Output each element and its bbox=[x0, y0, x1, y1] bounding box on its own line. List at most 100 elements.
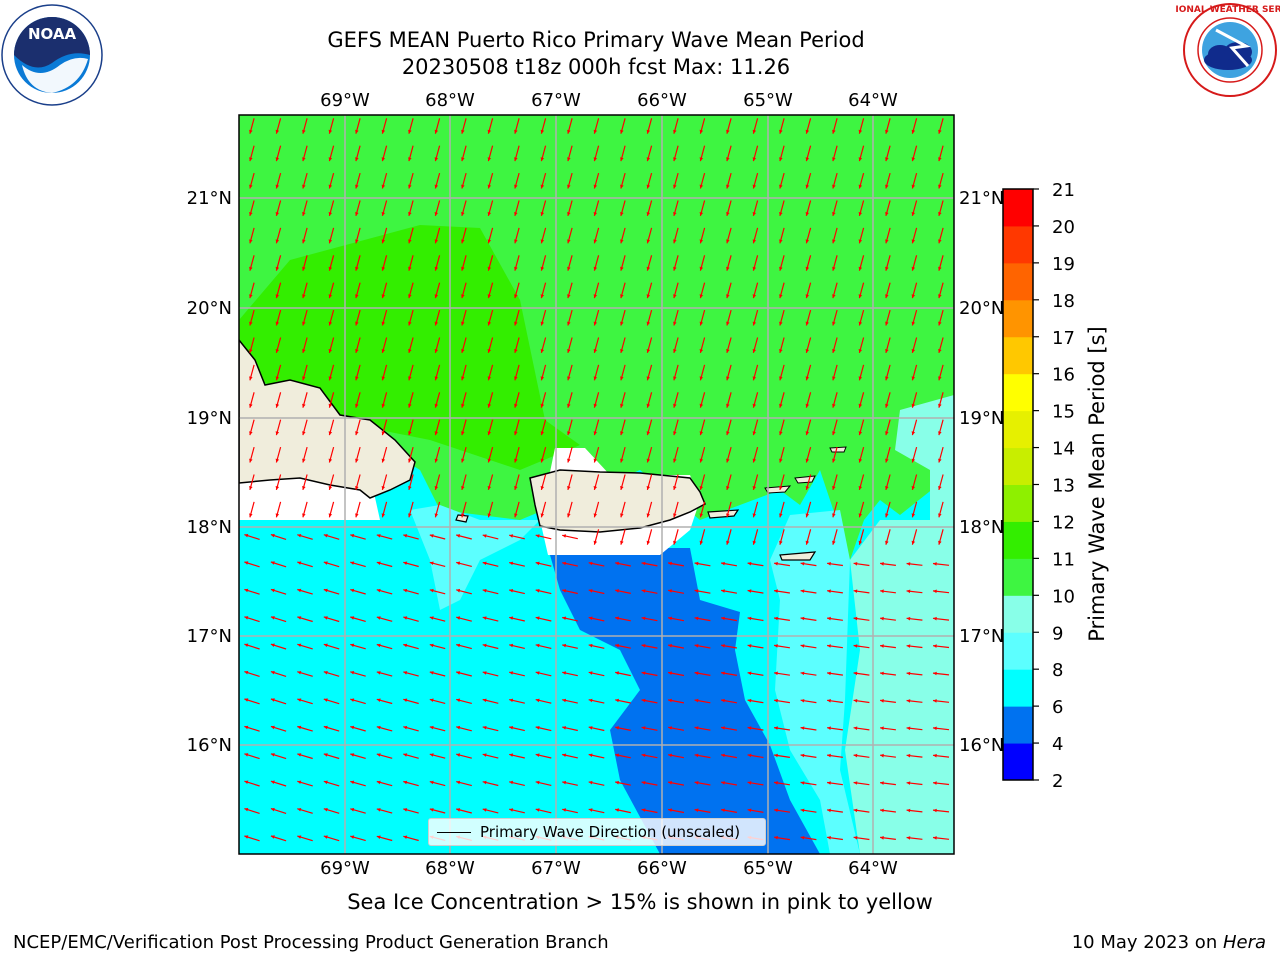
wave-arrowhead bbox=[461, 157, 465, 162]
wave-arrowhead bbox=[540, 266, 545, 271]
wave-arrowhead bbox=[615, 589, 619, 593]
wave-arrowhead bbox=[482, 589, 487, 593]
colorbar-tick-label: 11 bbox=[1052, 549, 1075, 570]
wave-arrowhead bbox=[673, 376, 677, 381]
wave-arrowhead bbox=[933, 589, 937, 594]
wave-arrowhead bbox=[429, 725, 434, 730]
wave-arrowhead bbox=[646, 294, 651, 299]
wave-arrowhead bbox=[408, 403, 412, 408]
wave-arrowhead bbox=[514, 294, 518, 299]
wave-arrowhead bbox=[885, 321, 889, 326]
colorbar-segment bbox=[1003, 484, 1033, 522]
nws-logo: NATIONAL WEATHER SERVICE bbox=[1176, 3, 1280, 97]
wave-arrowhead bbox=[858, 129, 863, 134]
wave-arrowhead bbox=[429, 643, 434, 648]
lon-label-top: 68°W bbox=[425, 90, 475, 111]
wave-arrowhead bbox=[456, 808, 461, 812]
wave-arrowhead bbox=[275, 157, 280, 162]
wave-arrowhead bbox=[933, 699, 937, 703]
wave-arrowhead bbox=[429, 561, 434, 565]
wave-arrowhead bbox=[721, 808, 725, 812]
wave-arrowhead bbox=[853, 616, 858, 621]
wave-arrowhead bbox=[403, 780, 408, 785]
legend-line-swatch bbox=[437, 832, 471, 833]
wave-arrowhead bbox=[752, 486, 757, 490]
wave-arrowhead bbox=[668, 561, 672, 566]
wave-arrowhead bbox=[938, 157, 942, 162]
wave-arrowhead bbox=[434, 458, 439, 463]
wave-arrowhead bbox=[832, 431, 836, 436]
wave-arrowhead bbox=[827, 671, 831, 676]
wave-arrowhead bbox=[805, 212, 810, 216]
wave-arrowhead bbox=[355, 513, 359, 518]
colorbar bbox=[1003, 189, 1033, 781]
wave-arrowhead bbox=[408, 376, 412, 381]
wave-arrowhead bbox=[355, 458, 359, 463]
wave-arrowhead bbox=[858, 321, 863, 326]
wave-arrowhead bbox=[487, 212, 492, 216]
wave-arrowhead bbox=[381, 486, 386, 490]
wave-arrowhead bbox=[429, 698, 434, 702]
wave-arrowhead bbox=[297, 835, 302, 839]
wave-arrowhead bbox=[408, 349, 412, 353]
wave-arrowhead bbox=[774, 835, 778, 840]
wave-arrowhead bbox=[461, 513, 465, 518]
lat-label-left: 16°N bbox=[187, 735, 232, 756]
wave-arrowhead bbox=[540, 403, 545, 408]
wave-arrowhead bbox=[323, 561, 328, 565]
wave-arrowhead bbox=[641, 808, 646, 812]
wave-arrowhead bbox=[726, 129, 730, 134]
colorbar-tick-label: 10 bbox=[1052, 586, 1075, 607]
wave-arrowhead bbox=[461, 239, 465, 244]
wave-arrowhead bbox=[827, 699, 831, 703]
wave-arrowhead bbox=[593, 184, 598, 189]
wave-arrowhead bbox=[641, 726, 646, 730]
wave-arrowhead bbox=[434, 239, 439, 244]
legend-label: Primary Wave Direction (unscaled) bbox=[480, 823, 741, 841]
wave-arrowhead bbox=[540, 184, 545, 189]
wave-arrowhead bbox=[673, 294, 677, 299]
wave-arrowhead bbox=[911, 486, 916, 490]
wave-arrowhead bbox=[408, 157, 412, 162]
wave-arrowhead bbox=[487, 376, 492, 381]
wave-arrowhead bbox=[646, 376, 651, 381]
wave-arrowhead bbox=[328, 212, 333, 216]
wave-arrowhead bbox=[832, 513, 836, 518]
wave-arrowhead bbox=[721, 644, 725, 648]
wave-arrowhead bbox=[668, 726, 672, 730]
wave-arrowhead bbox=[646, 458, 651, 463]
wave-arrowhead bbox=[620, 431, 624, 436]
wave-arrowhead bbox=[694, 671, 699, 675]
wave-arrowhead bbox=[355, 321, 359, 326]
wave-arrowhead bbox=[540, 458, 545, 463]
wave-arrowhead bbox=[827, 753, 831, 758]
wave-arrowhead bbox=[620, 239, 624, 244]
wave-arrowhead bbox=[376, 534, 381, 538]
wave-arrowhead bbox=[244, 616, 249, 620]
wave-arrowhead bbox=[726, 184, 730, 189]
wave-arrowhead bbox=[461, 266, 465, 271]
wave-arrowhead bbox=[381, 458, 386, 463]
wave-arrowhead bbox=[938, 540, 942, 545]
wave-arrowhead bbox=[381, 239, 386, 244]
wave-arrowhead bbox=[620, 294, 624, 299]
wave-arrowhead bbox=[381, 157, 386, 162]
wave-arrowhead bbox=[673, 431, 677, 436]
colorbar-segment bbox=[1003, 743, 1033, 781]
wave-arrowhead bbox=[567, 486, 571, 490]
period-band-8-9-west bbox=[410, 505, 540, 610]
wave-arrowhead bbox=[774, 561, 778, 566]
wave-arrowhead bbox=[403, 534, 408, 538]
wave-arrowhead bbox=[593, 212, 598, 216]
wave-arrowhead bbox=[275, 513, 280, 518]
map-legend: Primary Wave Direction (unscaled) bbox=[428, 818, 766, 846]
lon-label-top: 69°W bbox=[320, 90, 370, 111]
wave-arrowhead bbox=[906, 753, 911, 758]
wave-arrowhead bbox=[805, 266, 810, 271]
wave-arrowhead bbox=[752, 431, 757, 436]
wave-arrowhead bbox=[562, 561, 567, 566]
wave-arrowhead bbox=[673, 458, 677, 463]
wave-arrowhead bbox=[646, 157, 651, 162]
wave-arrowhead bbox=[832, 294, 836, 299]
wave-arrowhead bbox=[249, 349, 253, 353]
